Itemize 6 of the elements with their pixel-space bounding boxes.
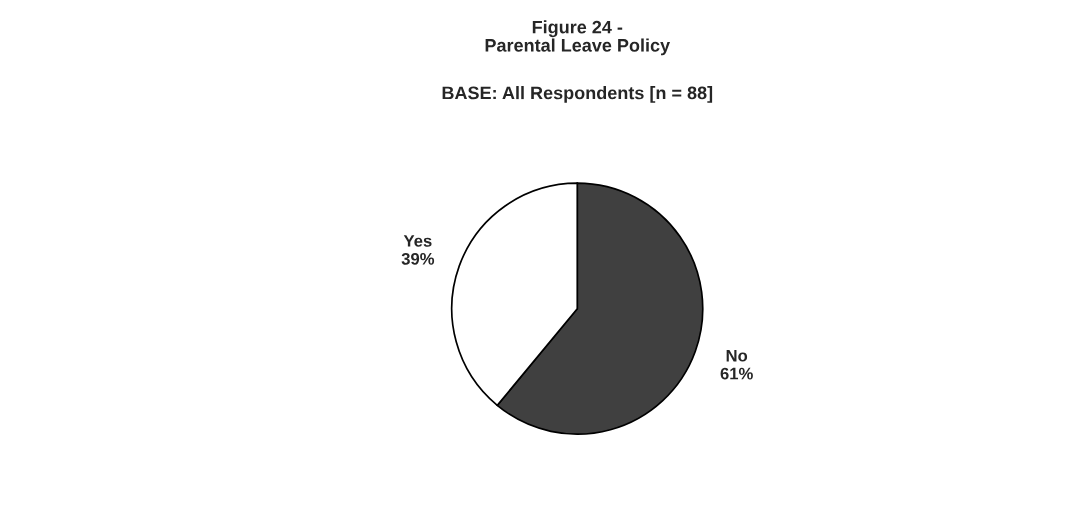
slice-label: No — [726, 349, 748, 362]
slice-label: Yes — [403, 235, 432, 247]
chart-subtitle: BASE: All Respondents [n = 88] — [442, 86, 713, 103]
chart-title: Figure 24 - Parental Leave Policy — [485, 20, 671, 56]
data-label: 61% — [720, 367, 753, 380]
data-label: 39% — [401, 252, 435, 265]
